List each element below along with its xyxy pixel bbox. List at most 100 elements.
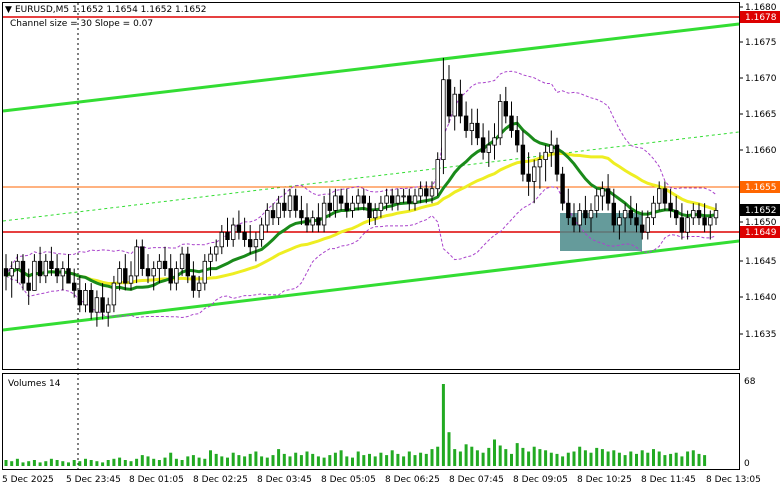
candle (83, 283, 88, 313)
candle (401, 188, 406, 204)
volume-pane-frame (2, 373, 740, 470)
candle (515, 116, 520, 153)
chart-dropdown-icon[interactable]: ▼ (5, 5, 12, 15)
candle (452, 86, 457, 131)
candle (628, 195, 633, 225)
candle (134, 239, 139, 284)
symbol-header: EURUSD,M5 1.1652 1.1654 1.1652 1.1652 (15, 5, 207, 15)
candle (117, 261, 122, 291)
candle (645, 210, 650, 240)
time-label: 5 Dec 23:45 (66, 475, 121, 485)
candle (304, 203, 310, 233)
candle (196, 275, 202, 298)
candle (145, 254, 151, 284)
candlesticks (3, 57, 719, 327)
volume-tick: 68 (744, 377, 756, 387)
candle (179, 246, 185, 276)
candle (338, 188, 344, 211)
time-label: 8 Dec 02:25 (193, 475, 248, 485)
candle (435, 152, 440, 196)
time-label: 8 Dec 01:05 (129, 475, 184, 485)
candle (162, 246, 168, 276)
bollinger-upper (5, 70, 717, 277)
candle (72, 268, 77, 298)
candle (89, 283, 94, 320)
bollinger-bands (5, 70, 717, 319)
candle (350, 195, 355, 218)
candle (43, 254, 48, 284)
candle (270, 203, 276, 225)
candle (111, 275, 117, 313)
candle (486, 130, 491, 167)
candle (344, 188, 349, 218)
price-tag-current[interactable]: 1.1652 (740, 204, 780, 216)
candle (140, 239, 145, 276)
volume-bars (4, 384, 707, 466)
candle (702, 203, 707, 233)
candle (713, 203, 719, 225)
candle (475, 108, 480, 146)
candle (424, 181, 429, 204)
candle (128, 261, 134, 291)
candle (247, 225, 253, 255)
candle (634, 203, 639, 233)
candle (185, 246, 190, 284)
candle (208, 246, 213, 276)
bollinger-lower (5, 186, 717, 319)
candle (492, 123, 497, 160)
price-tag-text: 1.1678 (745, 13, 777, 23)
price-tag-text: 1.1652 (745, 206, 777, 216)
time-label: 8 Dec 09:05 (513, 475, 568, 485)
price-tick: 1.1660 (745, 146, 777, 156)
candle (674, 195, 679, 225)
candle (526, 152, 531, 196)
time-label: 8 Dec 07:45 (449, 475, 504, 485)
candle (282, 188, 287, 218)
candle (594, 188, 599, 218)
candle (407, 188, 412, 211)
candle (696, 203, 702, 225)
candle (327, 188, 332, 218)
candle (293, 188, 298, 218)
candle (543, 145, 548, 182)
price-tick: 1.1650 (745, 218, 777, 228)
price-tick: 1.1640 (745, 293, 777, 303)
candle (321, 195, 327, 233)
candle (378, 195, 384, 218)
candle (94, 290, 100, 327)
candle (66, 254, 71, 284)
candle (372, 203, 378, 225)
price-tag-1649[interactable]: 1.1649 (740, 226, 780, 238)
price-tick: 1.1645 (745, 257, 777, 267)
candle (355, 188, 361, 211)
candle (242, 217, 247, 247)
price-tag-text: 1.1649 (745, 228, 777, 238)
candle (657, 181, 662, 211)
candle (333, 188, 338, 218)
price-tag-1678[interactable]: 1.1678 (740, 11, 780, 23)
candle (469, 108, 474, 146)
candle (605, 174, 611, 211)
candle (174, 261, 179, 291)
candle (49, 246, 54, 276)
candle (287, 188, 293, 218)
candle (708, 210, 713, 240)
candle (168, 254, 173, 291)
price-tag-1655[interactable]: 1.1655 (740, 181, 780, 193)
candle (520, 130, 526, 182)
candle (9, 261, 14, 298)
candle (213, 239, 219, 262)
candle (3, 254, 9, 291)
ma-fast-line (5, 121, 717, 291)
candle (532, 159, 537, 204)
upper-channel-line[interactable] (2, 22, 740, 113)
volume-header: Volumes 14 (8, 379, 61, 389)
candle (571, 203, 577, 233)
candle (151, 261, 156, 291)
moving-averages (5, 121, 717, 291)
candle (253, 232, 259, 262)
candle (412, 188, 418, 211)
lower-channel-line[interactable] (2, 239, 740, 332)
candle (361, 188, 366, 211)
